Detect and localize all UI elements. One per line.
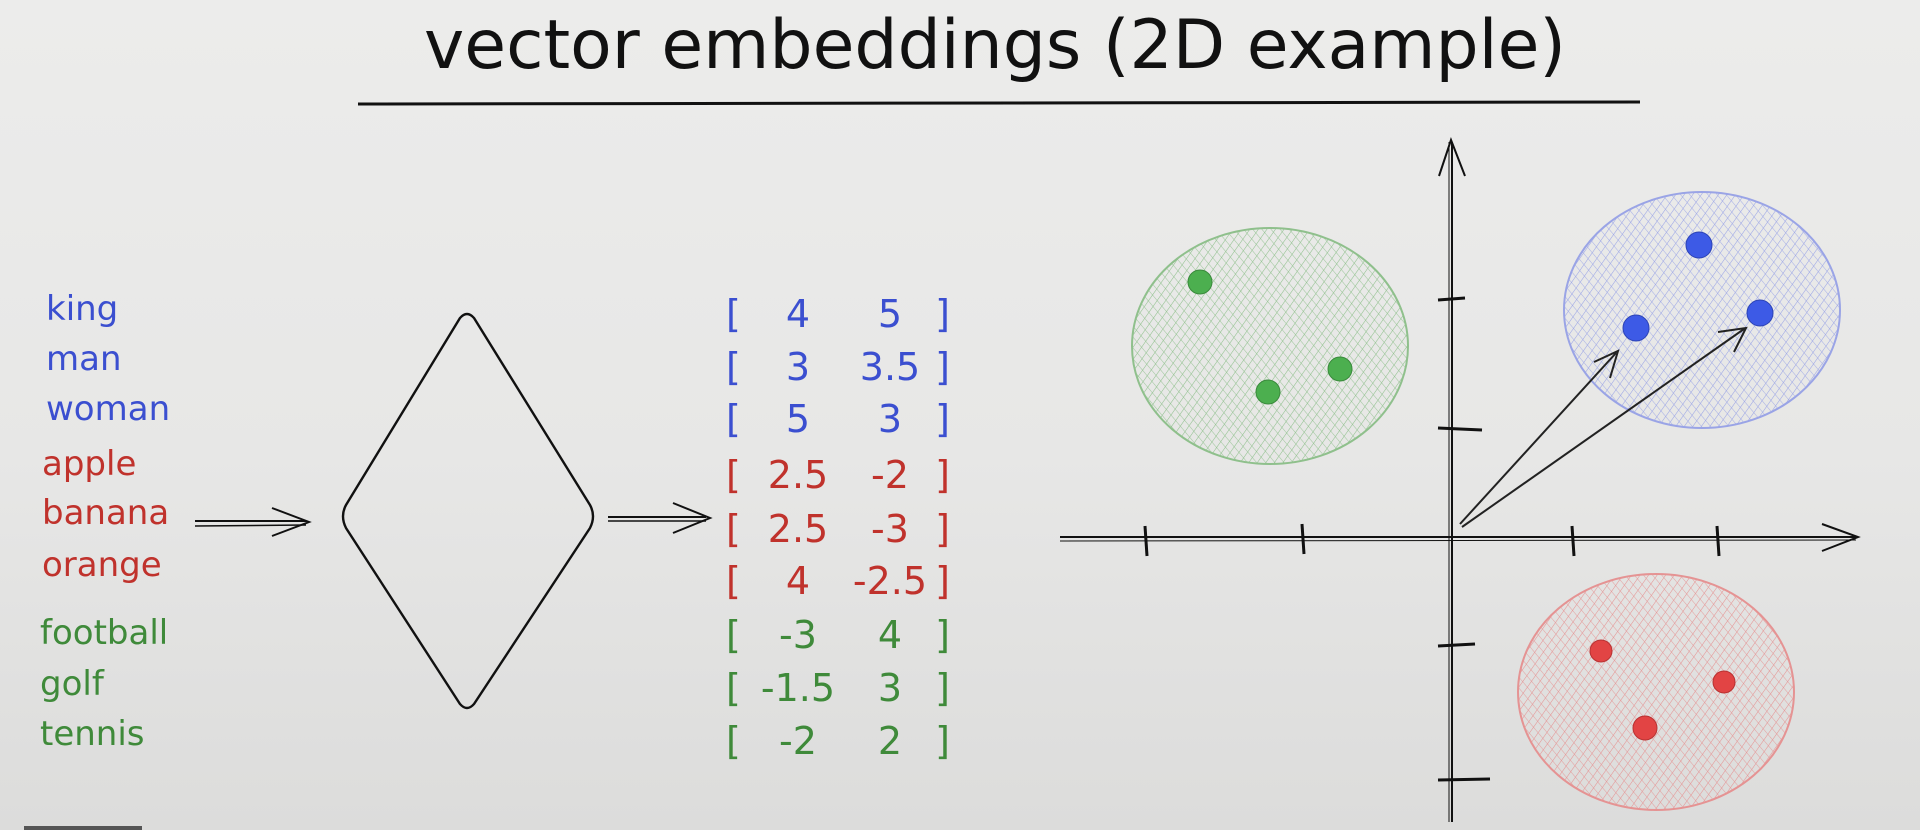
blue-points <box>1622 231 1774 342</box>
data-point <box>1746 299 1774 327</box>
vector-row: [3 3.5] <box>726 345 950 389</box>
close-bracket: ] <box>935 397 950 441</box>
open-bracket: [ <box>726 559 741 603</box>
axis-ticks <box>1143 296 1721 782</box>
word-label: golf <box>40 664 105 704</box>
word-label: football <box>40 613 168 653</box>
vector-x-value: -1.5 <box>761 666 835 710</box>
data-point <box>1622 314 1650 342</box>
vector-y-value: 3.5 <box>860 345 920 389</box>
right-arrow-icon <box>194 507 312 537</box>
close-bracket: ] <box>935 507 950 551</box>
y-axis <box>1438 137 1466 822</box>
word-label: banana <box>42 493 169 533</box>
open-bracket: [ <box>726 453 741 497</box>
vector-y-value: 3 <box>878 397 902 441</box>
vector-x-value: -2 <box>779 719 817 763</box>
data-point <box>1327 356 1353 382</box>
vector-row: [2.5 -3] <box>726 507 950 551</box>
vector-x-value: 2.5 <box>768 507 828 551</box>
vector-x-value: 2.5 <box>768 453 828 497</box>
vector-row: [ -3 4] <box>726 613 950 657</box>
vector-row: [ -2 2] <box>726 719 950 763</box>
vector-x-value: 3 <box>786 345 810 389</box>
green-points <box>1187 269 1353 405</box>
word-label: man <box>46 339 122 379</box>
vector-row: [5 3] <box>726 397 950 441</box>
vector-y-value: 5 <box>878 292 902 336</box>
close-bracket: ] <box>935 666 950 710</box>
cluster-red <box>1517 573 1795 811</box>
word-label: apple <box>42 444 136 484</box>
vector-y-value: 4 <box>878 613 902 657</box>
open-bracket: [ <box>726 613 741 657</box>
data-point <box>1712 670 1736 694</box>
vector-row: [2.5 -2] <box>726 453 950 497</box>
word-list: king man woman apple banana orange football gol… <box>40 289 170 754</box>
title-underline <box>357 100 1641 106</box>
close-bracket: ] <box>935 345 950 389</box>
vector-row: [ -1.5 3] <box>726 666 950 710</box>
close-bracket: ] <box>935 719 950 763</box>
word-label: woman <box>46 389 170 429</box>
vector-arrows <box>1459 326 1748 528</box>
open-bracket: [ <box>726 397 741 441</box>
diamond-model-icon <box>341 312 595 710</box>
data-point <box>1255 379 1281 405</box>
vector-y-value: -2.5 <box>853 559 927 603</box>
vector-list: [4 5] [3 3.5] [5 3] [2.5 -2] [2.5 -3] [4 -2.5] [ -3 4]… <box>726 292 950 763</box>
page-title: vector embeddings (2D example) <box>424 6 1566 85</box>
vector-x-value: 4 <box>786 292 810 336</box>
x-axis <box>1059 523 1861 552</box>
red-points <box>1589 639 1736 741</box>
vector-y-value: -3 <box>871 507 909 551</box>
open-bracket: [ <box>726 507 741 551</box>
vector-row: [4 -2.5] <box>726 559 950 603</box>
vector-x-value: 4 <box>786 559 810 603</box>
open-bracket: [ <box>726 666 741 710</box>
close-bracket: ] <box>935 453 950 497</box>
progress-marker <box>24 826 142 830</box>
close-bracket: ] <box>935 613 950 657</box>
vector-y-value: 2 <box>878 719 902 763</box>
vector-x-value: -3 <box>779 613 817 657</box>
open-bracket: [ <box>726 345 741 389</box>
vector-x-value: 5 <box>786 397 810 441</box>
data-point <box>1685 231 1713 259</box>
data-point <box>1187 269 1213 295</box>
close-bracket: ] <box>935 292 950 336</box>
word-label: tennis <box>40 714 145 754</box>
vector-row: [4 5] <box>726 292 950 336</box>
data-point <box>1632 715 1658 741</box>
data-point <box>1589 639 1613 663</box>
open-bracket: [ <box>726 292 741 336</box>
right-arrow-icon <box>608 502 713 534</box>
word-label: king <box>46 289 118 329</box>
close-bracket: ] <box>935 559 950 603</box>
open-bracket: [ <box>726 719 741 763</box>
word-label: orange <box>42 545 162 585</box>
cluster-blue <box>1563 191 1841 429</box>
cluster-green <box>1131 227 1409 465</box>
vector-y-value: 3 <box>878 666 902 710</box>
vector-y-value: -2 <box>871 453 909 497</box>
